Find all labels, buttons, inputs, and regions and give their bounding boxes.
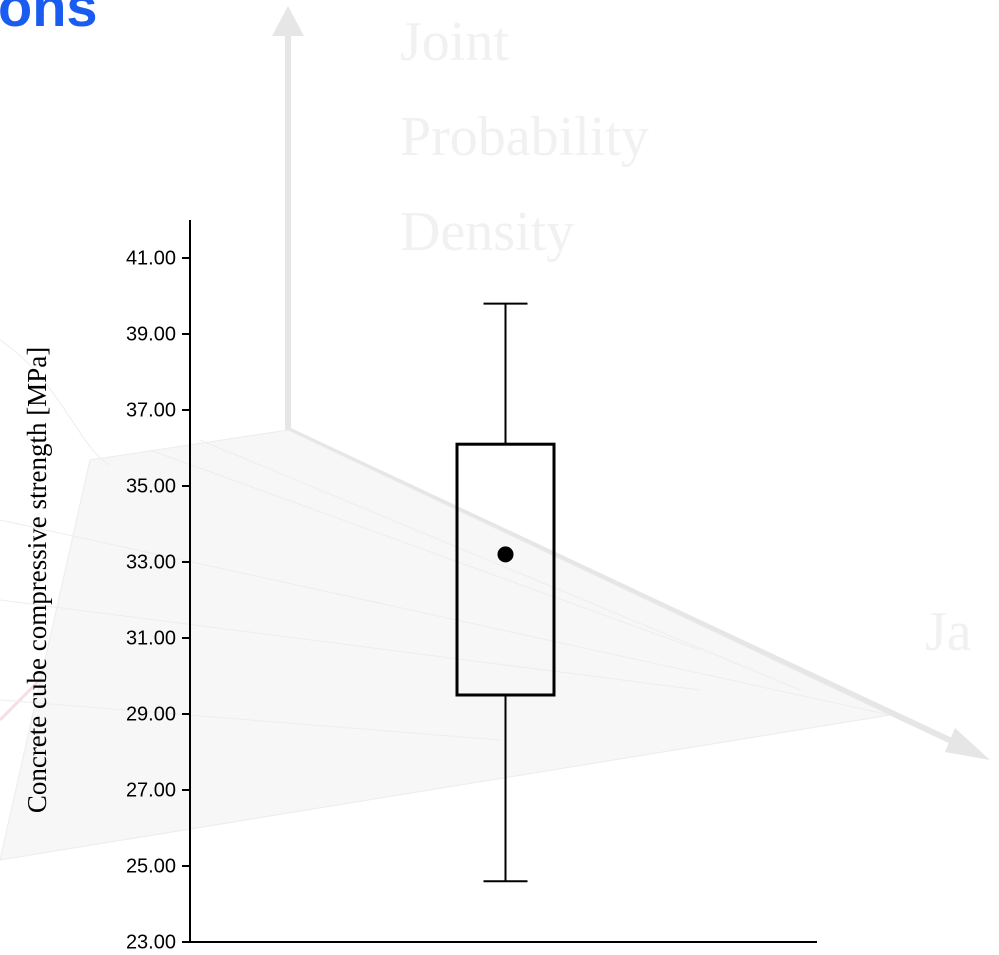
bg-label: Density xyxy=(400,201,574,263)
slide-title: ons xyxy=(0,0,98,38)
y-tick-label: 29.00 xyxy=(126,703,176,725)
page: {"slide": {"title_fragment": "ons", "bac… xyxy=(0,0,999,955)
bg-arrow xyxy=(945,728,990,760)
mean-marker xyxy=(498,546,514,562)
bg-label: Joint xyxy=(400,11,509,73)
y-axis-label: Concrete cube compressive strength [MPa] xyxy=(22,347,52,813)
chart: Joint Probability Density Ja ons Concret… xyxy=(0,0,999,955)
bg-label: Ja xyxy=(925,601,972,663)
y-tick-label: 39.00 xyxy=(126,323,176,345)
bg-label: Probability xyxy=(400,106,649,168)
y-tick-label: 31.00 xyxy=(126,627,176,649)
y-tick-label: 35.00 xyxy=(126,475,176,497)
y-tick-label: 37.00 xyxy=(126,399,176,421)
y-tick-label: 23.00 xyxy=(126,931,176,953)
y-tick-label: 33.00 xyxy=(126,551,176,573)
y-tick-label: 25.00 xyxy=(126,855,176,877)
bg-arrow xyxy=(272,6,304,36)
y-tick-label: 27.00 xyxy=(126,779,176,801)
y-tick-label: 41.00 xyxy=(126,247,176,269)
